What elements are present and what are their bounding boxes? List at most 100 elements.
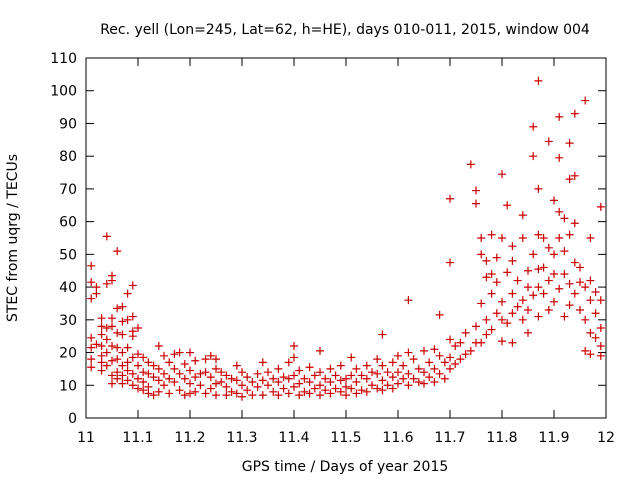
data-point (87, 294, 96, 303)
data-point (555, 207, 564, 216)
data-point (461, 350, 470, 359)
data-point (570, 219, 579, 228)
data-point (212, 379, 220, 388)
data-point (264, 381, 272, 390)
data-point (134, 361, 142, 370)
data-point (529, 291, 538, 300)
data-point (342, 374, 350, 383)
data-point (420, 379, 428, 388)
data-point (154, 387, 163, 396)
data-point (544, 137, 553, 146)
data-point (108, 371, 116, 380)
data-point (87, 333, 96, 342)
data-point (232, 376, 241, 385)
data-point (498, 234, 506, 242)
x-tick-label: 11.4 (278, 430, 309, 446)
data-point (253, 382, 262, 391)
data-point (394, 368, 402, 377)
data-point (503, 201, 512, 210)
data-point (191, 356, 200, 365)
data-point (295, 379, 304, 388)
data-point (529, 152, 538, 161)
data-point (238, 368, 246, 377)
data-point (258, 358, 267, 367)
data-point (123, 366, 132, 375)
x-tick-label: 11.1 (122, 430, 153, 446)
data-point (446, 335, 454, 344)
data-point (206, 373, 215, 382)
data-point (555, 112, 564, 121)
data-point (154, 342, 163, 350)
data-point (160, 351, 168, 360)
data-point (435, 369, 444, 378)
data-point (373, 355, 382, 364)
data-point (326, 378, 335, 386)
data-point (290, 382, 298, 391)
data-point (404, 348, 413, 357)
data-point (570, 289, 579, 298)
data-point (186, 389, 194, 398)
data-point (373, 369, 382, 378)
data-point (586, 276, 595, 285)
data-point (165, 374, 174, 383)
data-point (373, 384, 382, 393)
data-point (295, 366, 304, 375)
x-tick-label: 11.5 (330, 430, 361, 446)
data-point (440, 374, 449, 383)
data-point (524, 283, 532, 292)
data-point (113, 304, 122, 313)
data-point (560, 247, 569, 256)
data-point (102, 279, 111, 288)
data-point (503, 319, 512, 328)
data-point (383, 381, 392, 390)
data-point (238, 381, 246, 390)
data-point (466, 160, 475, 169)
data-point (524, 328, 532, 337)
plot-area: 11 11.1 11.2 11.3 11.4 11.5 11.6 11.7 11.8 11.9 12… (50, 51, 615, 446)
data-point (97, 314, 106, 323)
data-point (139, 368, 148, 377)
data-point (378, 386, 387, 395)
data-point (544, 276, 553, 285)
data-point (87, 278, 96, 287)
data-point (472, 322, 480, 331)
data-point (430, 345, 439, 354)
data-point (102, 348, 111, 357)
data-point (97, 330, 106, 339)
data-point (518, 315, 527, 324)
data-point (128, 281, 137, 290)
data-point (518, 211, 527, 220)
data-point (539, 263, 548, 272)
data-point (165, 389, 174, 398)
data-point (508, 289, 517, 298)
data-point (430, 378, 439, 386)
x-tick-label: 11.6 (382, 430, 413, 446)
data-point (217, 378, 226, 386)
data-point (357, 371, 366, 380)
data-point (487, 230, 496, 239)
data-point (206, 384, 215, 393)
data-point (570, 258, 579, 267)
data-point (586, 234, 595, 242)
data-point (310, 371, 319, 380)
data-point (139, 353, 148, 362)
data-point (451, 342, 460, 350)
data-point (534, 265, 543, 274)
data-point (435, 310, 444, 319)
data-point (482, 256, 491, 265)
data-point (113, 355, 122, 364)
data-point (347, 384, 356, 393)
data-point (326, 389, 335, 398)
data-point (274, 378, 283, 386)
data-point (113, 343, 122, 352)
data-point (420, 346, 428, 355)
data-point (160, 369, 168, 378)
data-point (430, 364, 439, 373)
data-point (212, 355, 220, 364)
x-tick-label: 11.8 (486, 430, 517, 446)
data-point (331, 371, 340, 380)
data-point (144, 369, 153, 378)
data-point (404, 296, 413, 305)
data-point (316, 368, 324, 377)
data-point (409, 355, 418, 364)
